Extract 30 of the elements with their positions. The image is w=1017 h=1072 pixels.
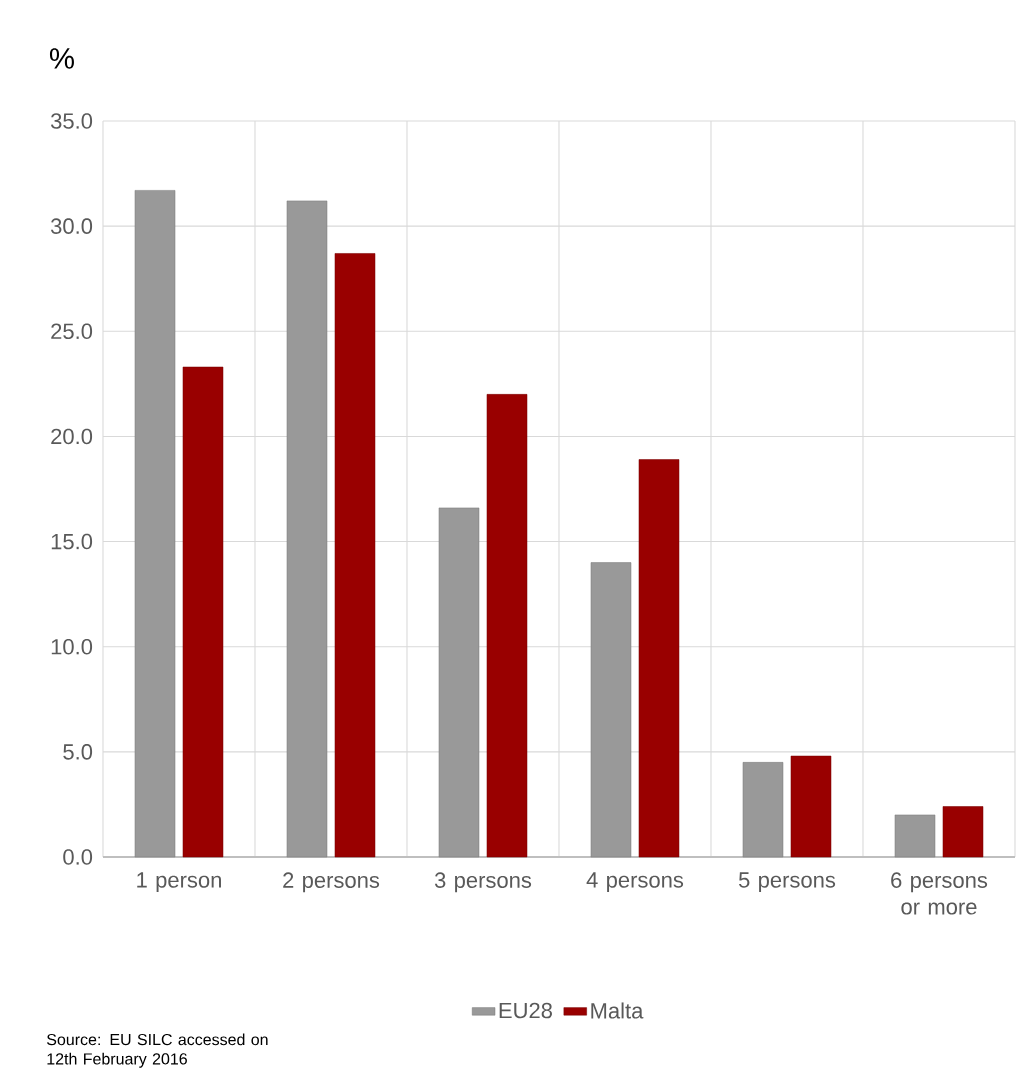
bar — [438, 507, 480, 858]
y-tick-label: 5.0 — [63, 744, 93, 760]
y-tick-label: 25.0 — [51, 323, 93, 340]
bar — [894, 814, 936, 858]
source-note: Source: EU SILC accessed on 12th February 2016 — [47, 1033, 268, 1068]
bar — [334, 253, 376, 858]
bar — [134, 190, 176, 858]
legend-label: EU28 — [499, 1002, 552, 1019]
bar — [742, 762, 784, 858]
y-tick-label: 30.0 — [50, 218, 93, 234]
x-tick-label: 2 persons — [283, 872, 380, 893]
x-tick-label: 1 person — [137, 872, 221, 893]
bar — [790, 755, 832, 858]
y-tick-label: 35.0 — [50, 113, 93, 129]
bar — [942, 806, 984, 858]
bar — [182, 366, 224, 858]
x-tick-label: 4 persons — [586, 872, 684, 893]
x-tick-label: 5 persons — [738, 872, 836, 893]
y-axis-title: % — [49, 48, 74, 69]
y-tick-label: 0.0 — [63, 849, 93, 865]
y-tick-label: 10.0 — [51, 638, 93, 655]
bar — [486, 394, 528, 858]
y-tick-label: 15.0 — [51, 533, 93, 550]
y-tick-label: 20.0 — [51, 428, 93, 445]
legend-label: Malta — [591, 1002, 644, 1019]
bar — [638, 459, 680, 858]
x-tick-label: 3 persons — [434, 872, 532, 893]
bar — [590, 562, 632, 858]
bar — [286, 200, 328, 858]
x-tick-label: 6 persons or more — [891, 872, 988, 915]
